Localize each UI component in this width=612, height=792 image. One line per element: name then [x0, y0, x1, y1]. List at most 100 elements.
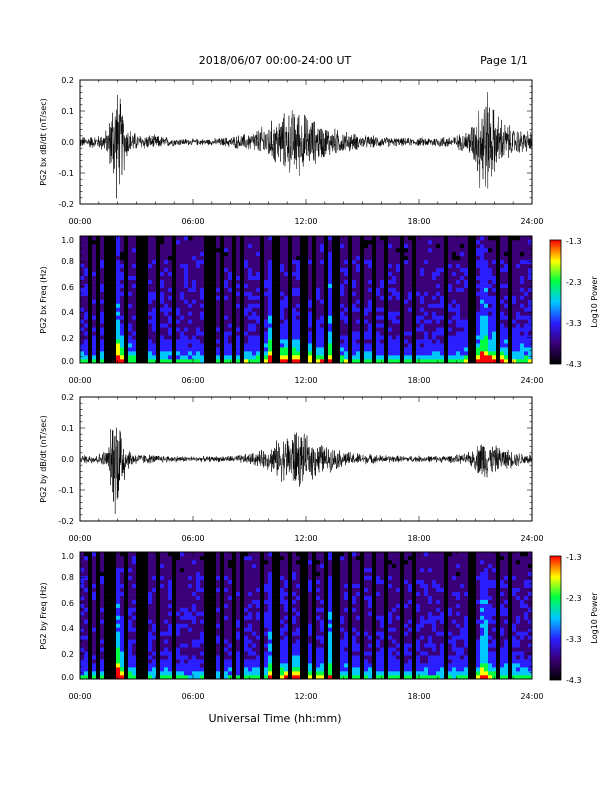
- heatmap-cell: [448, 299, 453, 304]
- heatmap-cell: [288, 323, 293, 328]
- heatmap-cell: [148, 315, 153, 320]
- heatmap-cell: [424, 267, 429, 273]
- heatmap-cell: [364, 327, 369, 332]
- heatmap-cell: [108, 355, 113, 360]
- heatmap-cell: [180, 311, 185, 316]
- heatmap-cell: [336, 283, 341, 288]
- heatmap-cell: [452, 339, 457, 344]
- heatmap-cell: [208, 599, 213, 604]
- heatmap-cell: [160, 659, 165, 664]
- heatmap-cell: [232, 271, 237, 276]
- heatmap-cell: [188, 647, 193, 652]
- heatmap-cell: [108, 611, 113, 616]
- heatmap-cell: [472, 271, 477, 276]
- heatmap-cell: [252, 319, 257, 324]
- heatmap-cell: [456, 243, 461, 249]
- heatmap-cell: [460, 236, 465, 241]
- heatmap-cell: [144, 587, 149, 592]
- heatmap-cell: [168, 595, 173, 600]
- heatmap-cell: [92, 247, 97, 253]
- heatmap-cell: [96, 279, 101, 284]
- heatmap-cell: [84, 243, 89, 249]
- heatmap-cell: [292, 236, 297, 241]
- heatmap-cell: [108, 335, 113, 340]
- heatmap-cell: [196, 259, 201, 265]
- heatmap-cell: [128, 315, 133, 320]
- heatmap-cell: [152, 315, 157, 320]
- heatmap-cell: [248, 315, 253, 320]
- heatmap-cell: [200, 607, 205, 612]
- heatmap-cell: [208, 295, 213, 300]
- heatmap-cell: [468, 259, 473, 265]
- heatmap-cell: [88, 611, 93, 616]
- heatmap-cell: [360, 263, 365, 269]
- heatmap-cell: [332, 331, 337, 336]
- heatmap-cell: [104, 552, 109, 557]
- heatmap-cell: [244, 275, 249, 280]
- heatmap-cell: [508, 251, 513, 257]
- heatmap-cell: [180, 639, 185, 644]
- heatmap-cell: [188, 263, 193, 269]
- heatmap-cell: [212, 236, 217, 241]
- heatmap-cell: [120, 343, 125, 348]
- heatmap-cell: [120, 307, 125, 312]
- heatmap-cell: [392, 331, 397, 336]
- heatmap-cell: [204, 236, 209, 241]
- heatmap-cell: [344, 307, 349, 312]
- heatmap-cell: [180, 315, 185, 320]
- heatmap-cell: [392, 259, 397, 265]
- heatmap-cell: [472, 291, 477, 296]
- y-tick-label: 0.0: [61, 357, 74, 366]
- heatmap-cell: [248, 251, 253, 257]
- heatmap-cell: [96, 239, 101, 245]
- heatmap-cell: [512, 247, 517, 253]
- heatmap-cell: [200, 559, 205, 565]
- heatmap-cell: [200, 675, 205, 680]
- heatmap-cell: [108, 303, 113, 308]
- heatmap-cell: [224, 339, 229, 344]
- heatmap-cell: [320, 279, 325, 284]
- heatmap-cell: [168, 335, 173, 340]
- heatmap-cell: [528, 287, 533, 292]
- heatmap-cell: [400, 291, 405, 296]
- heatmap-cell: [256, 355, 261, 360]
- heatmap-cell: [320, 243, 325, 249]
- heatmap-cell: [128, 283, 133, 288]
- heatmap-cell: [164, 291, 169, 296]
- heatmap-cell: [232, 359, 237, 364]
- heatmap-cell: [144, 675, 149, 680]
- heatmap-cell: [400, 259, 405, 265]
- heatmap-cell: [184, 339, 189, 344]
- heatmap-cell: [80, 559, 85, 565]
- heatmap-cell: [304, 335, 309, 340]
- heatmap-cell: [120, 243, 125, 249]
- heatmap-cell: [296, 271, 301, 276]
- heatmap-cell: [256, 311, 261, 316]
- heatmap-cell: [140, 335, 145, 340]
- heatmap-cell: [372, 267, 377, 273]
- x-tick-label: 12:00: [294, 534, 317, 543]
- heatmap-cell: [368, 359, 373, 364]
- heatmap-cell: [176, 291, 181, 296]
- heatmap-cell: [512, 323, 517, 328]
- heatmap-cell: [192, 295, 197, 300]
- heatmap-cell: [520, 247, 525, 253]
- heatmap-cell: [168, 295, 173, 300]
- heatmap-cell: [192, 331, 197, 336]
- heatmap-cell: [528, 275, 533, 280]
- heatmap-cell: [224, 359, 229, 364]
- heatmap-cell: [96, 303, 101, 308]
- heatmap-cell: [152, 279, 157, 284]
- heatmap-cell: [300, 303, 305, 308]
- heatmap-cell: [444, 331, 449, 336]
- heatmap-cell: [200, 599, 205, 604]
- heatmap-cell: [320, 275, 325, 280]
- heatmap-cell: [224, 287, 229, 292]
- heatmap-cell: [464, 251, 469, 257]
- heatmap-cell: [184, 299, 189, 304]
- heatmap-cell: [100, 287, 105, 292]
- heatmap-cell: [444, 311, 449, 316]
- heatmap-cell: [264, 243, 269, 249]
- heatmap-cell: [212, 319, 217, 324]
- heatmap-cell: [112, 283, 117, 288]
